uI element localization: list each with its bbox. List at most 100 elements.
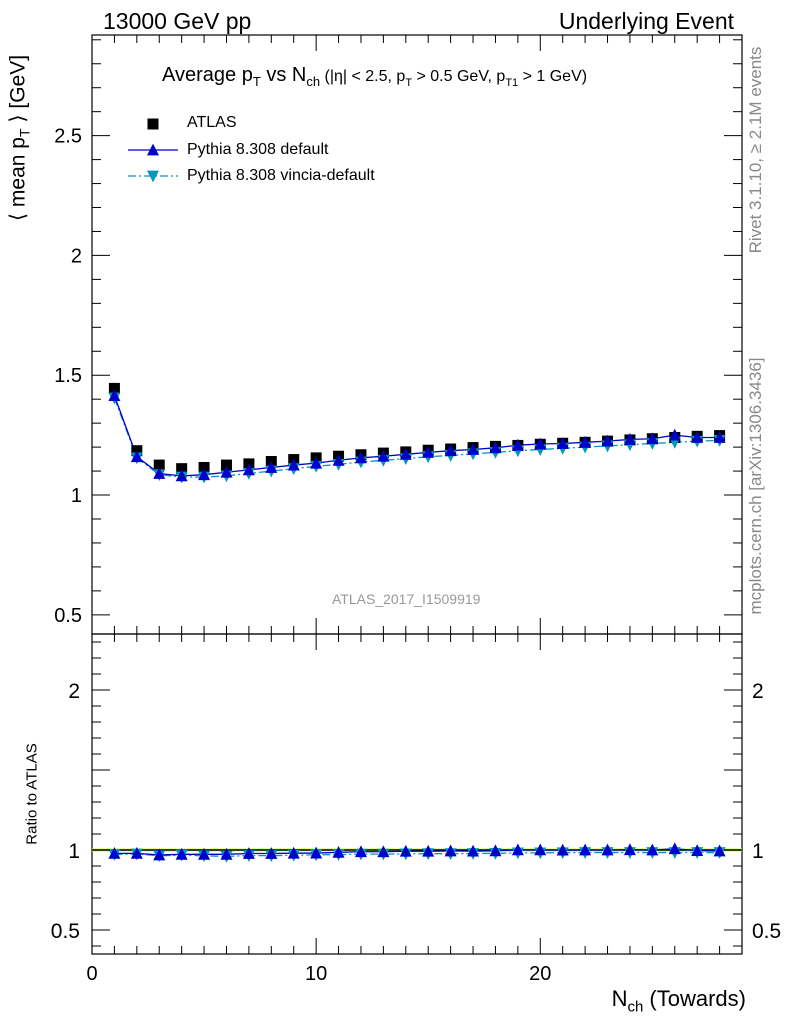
y-tick-label: 0.5	[54, 605, 82, 627]
ratio-point-default	[153, 848, 166, 861]
x-axis-label: Nch (Towards)	[612, 986, 746, 1015]
y-tick-label: 2.5	[54, 126, 82, 148]
data-point-default	[242, 463, 255, 476]
ratio-y-tick-label-right: 1	[752, 840, 764, 863]
ratio-panel-frame	[91, 633, 743, 955]
data-point-default	[220, 465, 233, 478]
ratio-point-default	[242, 847, 255, 859]
ratio-line-vincia	[114, 851, 720, 858]
ratio-y-tick-label: 2	[68, 680, 80, 703]
mcplots-label: mcplots.cern.ch [arXiv:1306.3436]	[746, 357, 765, 615]
data-point-default	[646, 432, 659, 445]
data-point-default	[198, 468, 211, 481]
ratio-point-default	[668, 842, 681, 855]
ratio-point-default	[511, 843, 524, 856]
data-point-default	[444, 444, 457, 457]
ratio-y-axis-label: Ratio to ATLAS	[23, 743, 41, 845]
ratio-point-default	[175, 847, 188, 860]
ratio-point-default	[265, 847, 278, 859]
xlabel-rest: (Towards)	[643, 986, 746, 1011]
data-point-default	[332, 453, 345, 466]
ylabel-sub: T	[16, 128, 33, 138]
header-left: 13000 GeV pp	[103, 8, 252, 34]
title-sub-a: T	[252, 74, 261, 89]
legend-marker-atlas	[147, 118, 159, 130]
data-point-atlas	[176, 463, 188, 475]
data-point-default	[130, 450, 143, 463]
legend-marker-default	[147, 143, 159, 156]
ratio-point-default	[130, 846, 143, 859]
data-point-default	[310, 456, 323, 469]
data-point-default	[556, 437, 569, 449]
data-point-atlas	[153, 459, 165, 471]
data-point-default	[153, 467, 166, 479]
ratio-point-default	[220, 847, 233, 860]
ratio-point-default	[601, 843, 614, 856]
ratio-y-tick-label-right: 2	[752, 680, 764, 703]
data-point-default	[511, 438, 524, 451]
ratio-y-tick-label-right: 0.5	[752, 920, 781, 943]
ratio-point-default	[534, 843, 547, 856]
ratio-point-default	[310, 846, 323, 859]
data-point-default	[713, 431, 726, 443]
data-point-default	[668, 428, 681, 441]
data-point-default	[534, 437, 547, 450]
data-point-default	[377, 449, 390, 462]
title-part-e: > 1 GeV)	[518, 68, 588, 85]
x-tick-label: 10	[305, 963, 327, 985]
title-sub-d: T1	[505, 77, 519, 89]
xlabel-main: N	[611, 986, 628, 1011]
ratio-point-default	[377, 845, 390, 858]
data-point-default	[579, 435, 592, 448]
title-sub-c: T	[405, 77, 413, 89]
y-tick-label: 1	[71, 485, 82, 507]
data-point-atlas	[108, 382, 120, 394]
ratio-point-default	[332, 846, 345, 858]
ratio-point-default	[646, 843, 659, 856]
title-part-b: vs N	[260, 64, 307, 86]
ratio-point-default	[691, 844, 704, 857]
ratio-point-default	[444, 844, 457, 857]
title-part-a: Average p	[162, 64, 253, 86]
ratio-point-default	[713, 844, 726, 857]
ratio-point-default	[579, 843, 592, 856]
title-part-d: > 0.5 GeV, p	[412, 68, 506, 85]
ratio-line-default	[114, 848, 720, 856]
header-right: Underlying Event	[558, 8, 734, 34]
data-point-default	[108, 389, 121, 401]
ratio-point-default	[198, 847, 211, 860]
data-point-default	[623, 433, 636, 445]
data-point-default	[691, 431, 704, 443]
legend-marker-vincia	[147, 170, 159, 183]
title-sub-b: ch	[306, 74, 321, 89]
xlabel-sub: ch	[627, 998, 644, 1016]
data-point-default	[265, 461, 278, 473]
legend-label-default: Pythia 8.308 default	[187, 141, 329, 158]
data-point-default	[601, 434, 614, 447]
ratio-point-default	[354, 845, 367, 858]
ratio-point-default	[108, 846, 121, 859]
ylabel-pre: ⟨ mean p	[6, 137, 30, 222]
ratio-point-default	[556, 843, 569, 856]
series-line-default	[113, 395, 720, 477]
x-tick-label: 20	[529, 963, 551, 985]
x-tick-label: 0	[86, 963, 97, 985]
analysis-watermark: ATLAS_2017_I1509919	[332, 591, 481, 607]
y-tick-label: 1.5	[54, 365, 82, 387]
data-point-default	[467, 443, 480, 455]
ratio-point-default	[489, 844, 502, 857]
data-point-atlas	[220, 459, 232, 471]
ratio-point-default	[467, 844, 480, 857]
data-point-default	[287, 458, 300, 471]
data-point-atlas	[198, 461, 210, 473]
ratio-point-default	[399, 844, 412, 857]
data-point-default	[422, 445, 435, 458]
ratio-point-default	[287, 846, 300, 859]
legend-label-atlas: ATLAS	[187, 114, 237, 131]
data-point-default	[399, 447, 412, 460]
series-line-vincia	[113, 397, 720, 478]
data-point-default	[354, 451, 367, 464]
y-tick-label: 2	[71, 245, 82, 267]
ratio-y-tick-label: 0.5	[51, 920, 80, 943]
